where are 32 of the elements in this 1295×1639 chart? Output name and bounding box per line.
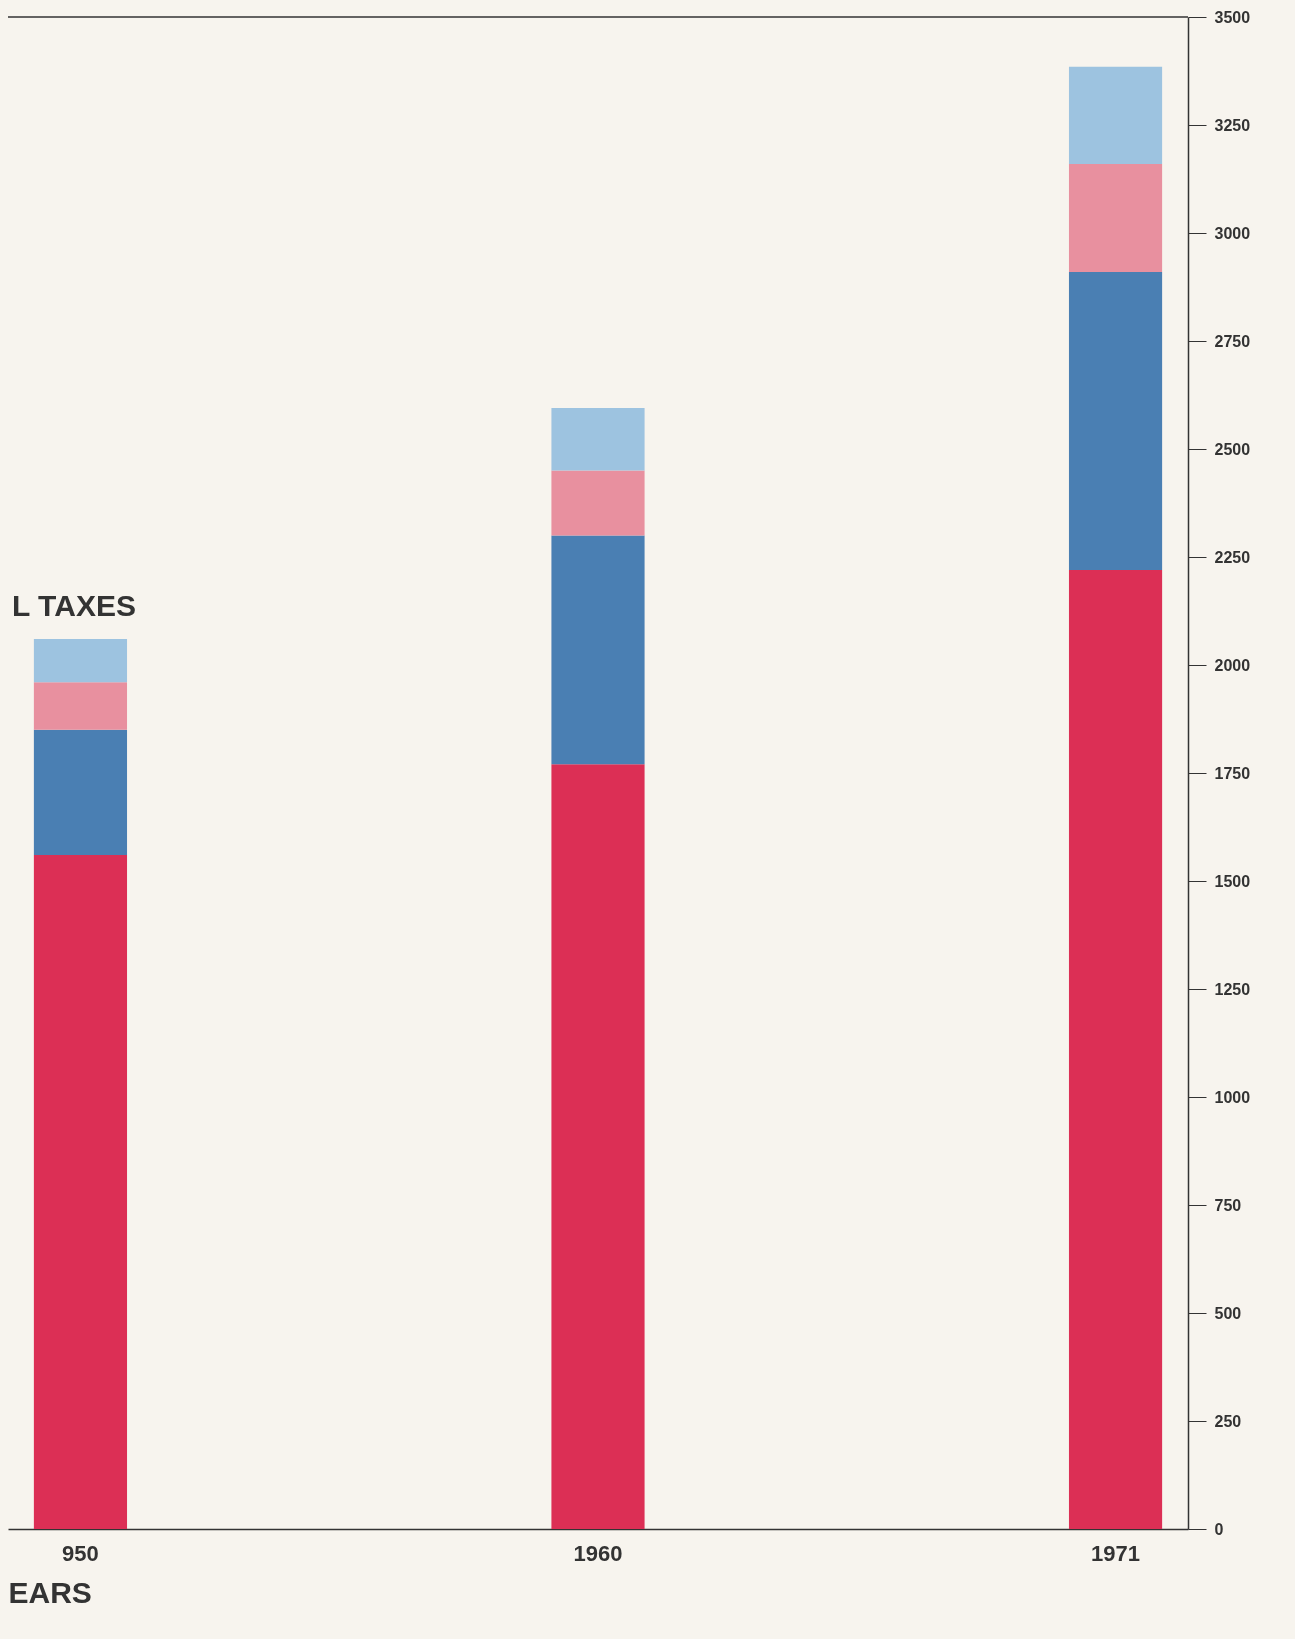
y-tick-label: 250 (1214, 1412, 1242, 1430)
bar (33, 682, 128, 730)
bar (1068, 569, 1163, 1529)
x-tick-label: 950 (62, 1540, 99, 1566)
y-tick-label: 750 (1214, 1196, 1242, 1214)
y-tick-label: 1500 (1214, 872, 1251, 890)
y-tick-label: 3500 (1214, 8, 1251, 26)
y-tick-label: 2750 (1214, 332, 1251, 350)
x-axis-title: EARS (8, 1575, 92, 1609)
x-tick-label: 1971 (1091, 1540, 1141, 1566)
bar (33, 855, 128, 1529)
y-tick-label: 500 (1214, 1304, 1242, 1322)
y-tick-label: 1000 (1214, 1088, 1251, 1106)
y-tick-label: 2500 (1214, 440, 1251, 458)
bar (551, 535, 645, 765)
bar (33, 639, 128, 683)
annotation: L TAXES (12, 589, 136, 622)
x-tick-label: 1960 (573, 1540, 623, 1566)
y-tick-label: 0 (1214, 1520, 1224, 1538)
y-tick-label: 3250 (1214, 116, 1251, 134)
bar (33, 729, 128, 856)
y-tick-label: 2250 (1214, 548, 1251, 566)
bar (1068, 271, 1163, 570)
y-tick-label: 2000 (1214, 656, 1251, 674)
y-tick-label: 3000 (1214, 224, 1251, 242)
y-tick-label: 1750 (1214, 764, 1251, 782)
bar (551, 407, 645, 471)
bar (1068, 66, 1163, 164)
bar (551, 764, 645, 1529)
y-tick-label: 1250 (1214, 980, 1251, 998)
bar (551, 470, 645, 536)
bar (1068, 163, 1163, 272)
